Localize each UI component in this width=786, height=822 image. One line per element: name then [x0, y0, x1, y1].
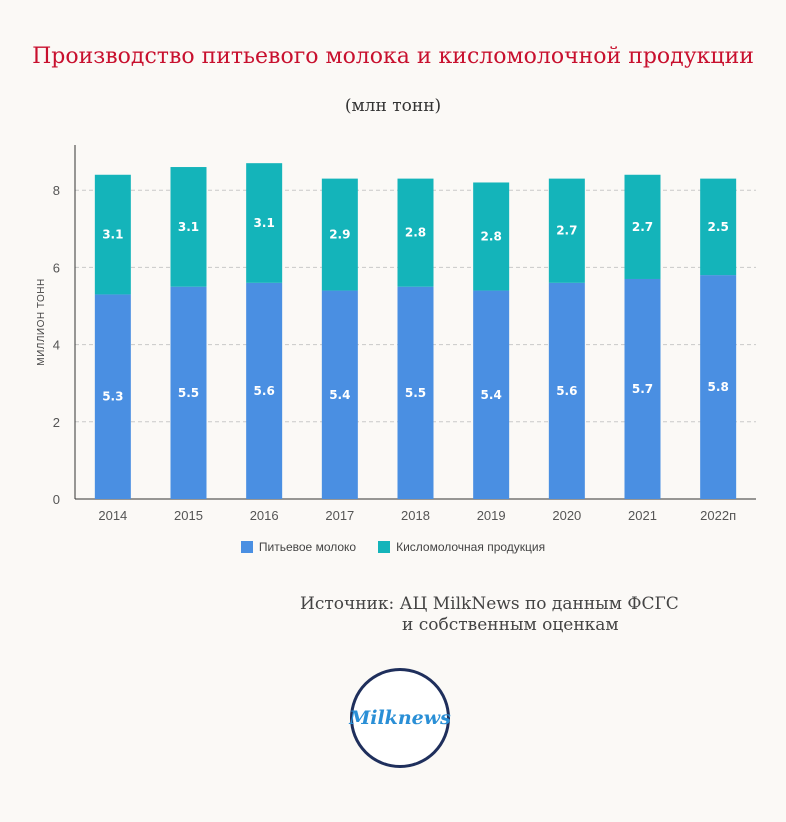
- chart-subtitle: (млн тонн): [344, 96, 442, 116]
- data-label: 5.4: [481, 388, 502, 402]
- x-tick-label: 2019: [477, 508, 506, 523]
- legend-item-milk[interactable]: Питьевое молоко: [240, 540, 357, 554]
- bar-segment: [700, 275, 737, 499]
- legend-label-sour: Кисломолочная продукция: [396, 540, 546, 554]
- data-label: 3.1: [102, 228, 123, 242]
- x-tick-label: 2016: [250, 508, 279, 523]
- data-label: 2.7: [556, 224, 577, 238]
- source-note: Источник: АЦ MilkNews по данным ФСГС и с…: [300, 594, 786, 636]
- y-axis-label: МИЛЛИОН ТОНН: [36, 278, 47, 366]
- bar-segment: [700, 178, 737, 276]
- data-label: 2.9: [329, 228, 350, 242]
- source-line-2: и собственным оценкам: [402, 615, 619, 635]
- bar-segment: [94, 294, 131, 499]
- legend-swatch-sour: [378, 541, 391, 553]
- milknews-logo: Milknews: [349, 668, 451, 768]
- x-tick-label: 2015: [174, 508, 203, 523]
- data-label: 5.6: [556, 384, 577, 398]
- bar-segment: [473, 182, 510, 291]
- bar-segment: [170, 286, 207, 499]
- data-label: 3.1: [178, 220, 199, 234]
- x-tick-label: 2018: [401, 508, 430, 523]
- x-tick-label: 2021: [628, 508, 657, 523]
- logo-text: Milknews: [349, 707, 451, 729]
- x-tick-label: 2014: [98, 508, 127, 523]
- legend-item-sour[interactable]: Кисломолочная продукция: [378, 540, 545, 554]
- x-tick-label: 2020: [552, 508, 581, 523]
- bar-segment: [246, 282, 283, 499]
- data-label: 2.5: [708, 220, 729, 234]
- y-tick-label: 0: [53, 492, 60, 507]
- bar-segment: [548, 178, 585, 283]
- legend-label-milk: Питьевое молоко: [258, 540, 357, 554]
- chart-title: Производство питьевого молока и кисломол…: [32, 44, 754, 69]
- y-tick-label: 6: [53, 260, 60, 275]
- x-tick-label: 2017: [325, 508, 354, 523]
- data-label: 2.7: [632, 220, 653, 234]
- y-tick-label: 8: [53, 183, 60, 198]
- data-label: 3.1: [254, 216, 275, 230]
- chart-legend: Питьевое молоко Кисломолочная продукция: [0, 540, 786, 554]
- data-label: 5.8: [708, 380, 729, 394]
- bar-segment: [170, 167, 207, 287]
- y-tick-label: 2: [53, 415, 60, 430]
- bar-segment: [548, 282, 585, 499]
- data-label: 2.8: [405, 226, 426, 240]
- bar-segment: [94, 174, 131, 295]
- data-label: 5.4: [329, 388, 350, 402]
- y-tick-label: 4: [53, 338, 60, 353]
- bar-segment: [321, 178, 358, 291]
- data-label: 5.7: [632, 382, 653, 396]
- data-label: 5.6: [254, 384, 275, 398]
- bar-segment: [624, 278, 661, 499]
- bar-segment: [397, 178, 434, 287]
- data-label: 5.5: [178, 386, 199, 400]
- source-line-1: Источник: АЦ MilkNews по данным ФСГС: [300, 594, 679, 614]
- bar-segment: [246, 163, 283, 283]
- stacked-bar-chart: 0 2 4 6 8 МИЛЛИОН ТОНН 5.3 3.1 2014 5.5 3.1 2015 5.6…: [36, 145, 756, 523]
- data-label: 5.3: [102, 390, 123, 404]
- bar-segment: [397, 286, 434, 499]
- legend-swatch-milk: [240, 541, 253, 553]
- bar-segment: [473, 290, 510, 499]
- bar-segment: [321, 290, 358, 499]
- data-label: 5.5: [405, 386, 426, 400]
- x-tick-label: 2022п: [700, 508, 736, 523]
- data-label: 2.8: [481, 230, 502, 244]
- bar-segment: [624, 174, 661, 279]
